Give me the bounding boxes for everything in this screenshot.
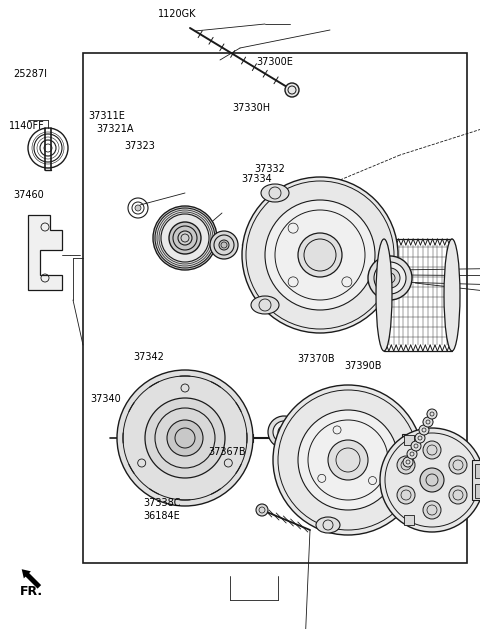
- Circle shape: [368, 256, 412, 300]
- Bar: [83, 53, 467, 563]
- Circle shape: [278, 426, 290, 438]
- Text: 37367B: 37367B: [209, 447, 246, 457]
- Ellipse shape: [401, 437, 425, 453]
- Polygon shape: [28, 215, 62, 290]
- Circle shape: [449, 456, 467, 474]
- Circle shape: [423, 501, 441, 519]
- Circle shape: [273, 385, 423, 535]
- Text: 37334: 37334: [241, 174, 272, 184]
- Text: 1120GK: 1120GK: [158, 9, 197, 19]
- Circle shape: [265, 200, 375, 310]
- Bar: [397, 464, 405, 474]
- Circle shape: [415, 433, 425, 443]
- Circle shape: [407, 449, 417, 459]
- Text: 1140FF: 1140FF: [9, 121, 44, 131]
- Circle shape: [403, 457, 413, 467]
- Text: FR.: FR.: [20, 585, 43, 598]
- Circle shape: [256, 504, 268, 516]
- Text: 37311E: 37311E: [88, 111, 125, 121]
- Circle shape: [419, 425, 429, 435]
- Circle shape: [145, 398, 225, 478]
- Ellipse shape: [376, 239, 392, 351]
- Circle shape: [178, 231, 192, 245]
- Bar: [402, 434, 434, 474]
- Ellipse shape: [251, 296, 279, 314]
- Circle shape: [374, 262, 406, 294]
- Text: 37342: 37342: [133, 352, 164, 362]
- Circle shape: [449, 486, 467, 504]
- Circle shape: [380, 268, 400, 288]
- Circle shape: [161, 214, 209, 262]
- Text: 37390B: 37390B: [345, 361, 382, 371]
- Circle shape: [273, 421, 295, 443]
- Circle shape: [380, 428, 480, 532]
- Text: 25287I: 25287I: [13, 69, 48, 79]
- Circle shape: [298, 233, 342, 277]
- Bar: [475, 464, 480, 478]
- Circle shape: [135, 205, 141, 211]
- Ellipse shape: [316, 517, 340, 533]
- Circle shape: [117, 370, 253, 506]
- Circle shape: [427, 409, 437, 419]
- Text: 37338C: 37338C: [143, 498, 180, 508]
- Circle shape: [328, 440, 368, 480]
- Circle shape: [411, 441, 421, 451]
- Circle shape: [242, 177, 398, 333]
- Circle shape: [219, 240, 229, 250]
- Circle shape: [285, 83, 299, 97]
- Circle shape: [298, 410, 398, 510]
- Circle shape: [210, 231, 238, 259]
- Text: 36184E: 36184E: [143, 511, 180, 521]
- Bar: [404, 515, 414, 525]
- Circle shape: [167, 420, 203, 456]
- Ellipse shape: [261, 184, 289, 202]
- Bar: [404, 435, 414, 445]
- Circle shape: [169, 222, 201, 254]
- Text: 37321A: 37321A: [96, 124, 133, 134]
- Circle shape: [153, 206, 217, 270]
- Circle shape: [423, 417, 433, 427]
- Ellipse shape: [444, 239, 460, 351]
- Bar: [475, 484, 480, 498]
- Text: 37340: 37340: [90, 394, 121, 404]
- Circle shape: [397, 486, 415, 504]
- Text: 37460: 37460: [13, 190, 44, 200]
- FancyArrow shape: [22, 569, 41, 589]
- Bar: [473, 475, 480, 485]
- Bar: [419, 438, 429, 452]
- Text: 37323: 37323: [124, 141, 155, 151]
- Circle shape: [420, 468, 444, 492]
- Circle shape: [423, 441, 441, 459]
- Bar: [405, 438, 415, 452]
- Circle shape: [268, 416, 300, 448]
- Circle shape: [397, 456, 415, 474]
- Text: 37330H: 37330H: [232, 103, 270, 113]
- Text: 37332: 37332: [254, 164, 285, 174]
- Text: 37300E: 37300E: [257, 57, 294, 67]
- Text: 37370B: 37370B: [298, 353, 335, 364]
- Bar: [472, 460, 480, 500]
